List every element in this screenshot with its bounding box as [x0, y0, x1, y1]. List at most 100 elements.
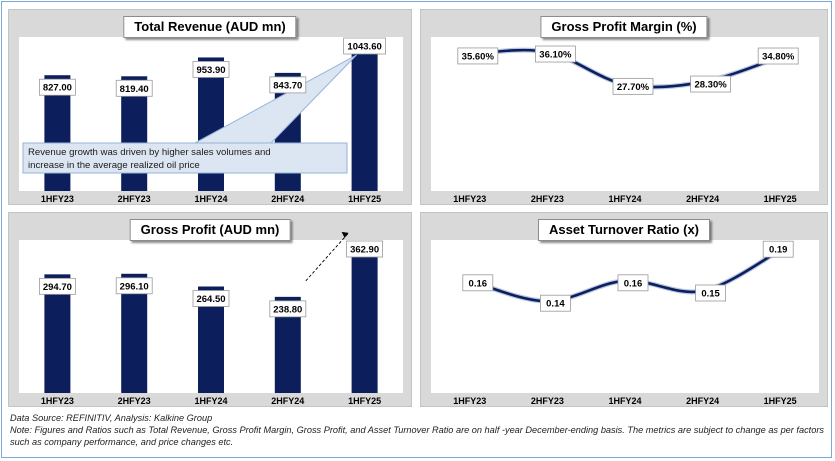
data-label: 0.16	[624, 278, 643, 289]
bar	[351, 44, 378, 192]
data-label: 1043.60	[347, 42, 381, 53]
data-label: 362.90	[350, 245, 379, 256]
x-tick-label: 1HFY24	[608, 396, 641, 406]
data-label: 264.50	[196, 294, 225, 305]
x-tick-label: 2HFY24	[686, 194, 719, 204]
data-label: 0.14	[546, 299, 565, 310]
gross-profit-plot: 1HFY23 2HFY23 1HFY24 2HFY24 1HFY25 294.70 296.…	[19, 231, 403, 406]
data-label-box	[38, 78, 76, 96]
data-label-box	[192, 61, 230, 78]
data-label: 28.30%	[694, 80, 727, 91]
x-tick-label: 2HFY23	[118, 194, 151, 204]
x-tick-label: 1HFY24	[194, 194, 227, 204]
data-label-group: 36.10%	[535, 45, 576, 63]
callout-text-line: Revenue growth was driven by higher sale…	[28, 147, 271, 158]
data-label-box	[612, 77, 654, 95]
data-label-group: 827.00	[38, 78, 76, 96]
data-label-group: 1043.60	[343, 37, 387, 55]
x-tick-label: 1HFY23	[453, 194, 486, 204]
data-label-box	[540, 294, 571, 312]
x-tick-label: 1HFY25	[764, 194, 797, 204]
total-revenue-chart: 1HFY23 2HFY23 1HFY24 2HFY24 1HFY25 Revenue gr…	[8, 9, 412, 205]
data-label-group: 843.70	[269, 76, 307, 94]
data-label: 0.16	[469, 278, 488, 289]
x-tick-label: 1HFY24	[194, 396, 227, 406]
callout-text-line: increase in the average realized oil pri…	[28, 160, 200, 171]
data-label-box	[343, 37, 387, 55]
x-tick-label: 2HFY24	[271, 396, 304, 406]
data-label-group: 953.90	[192, 61, 230, 78]
gross-profit-margin-chart: 1HFY23 2HFY23 1HFY24 2HFY24 1HFY25 35.60% 36.1…	[420, 9, 828, 205]
x-tick-label: 1HFY23	[453, 396, 486, 406]
data-label: 827.00	[43, 83, 72, 94]
x-tick-label: 1HFY25	[348, 194, 381, 204]
data-label-box	[269, 300, 307, 318]
data-label-box	[38, 277, 76, 295]
data-label-box	[115, 79, 153, 97]
data-label: 294.70	[43, 282, 72, 293]
data-label: 27.70%	[617, 82, 650, 93]
callout-box	[22, 142, 348, 174]
x-tick-label: 1HFY23	[41, 194, 74, 204]
footer: Data Source: REFINITIV, Analysis: Kalkin…	[10, 412, 825, 448]
data-label-group: 0.15	[695, 284, 727, 302]
data-label-box	[115, 277, 153, 295]
data-label-group: 28.30%	[690, 75, 732, 93]
callout-text: Revenue growth was driven by higher sale…	[28, 147, 271, 171]
data-label-box	[535, 45, 576, 63]
data-label-group: 264.50	[192, 290, 230, 307]
total-revenue-title: Total Revenue (AUD mn)	[123, 16, 297, 38]
data-label: 238.80	[273, 304, 302, 315]
data-label: 36.10%	[539, 50, 572, 61]
gross-profit-margin-title: Gross Profit Margin (%)	[540, 16, 708, 38]
x-tick-label: 2HFY23	[531, 194, 564, 204]
data-label: 0.19	[769, 245, 788, 256]
data-label-group: 35.60%	[457, 47, 499, 65]
data-label-group: 0.16	[462, 274, 494, 292]
gross-profit-title: Gross Profit (AUD mn)	[129, 219, 291, 241]
data-label-group: 362.90	[346, 240, 384, 258]
data-label-group: 34.80%	[757, 47, 799, 65]
gross-profit-margin-plot: 1HFY23 2HFY23 1HFY24 2HFY24 1HFY25 35.60% 36.1…	[431, 37, 819, 204]
trend-arrow	[305, 232, 349, 282]
data-label: 296.10	[120, 281, 149, 292]
data-label-box	[617, 274, 649, 292]
data-label-group: 0.14	[540, 294, 571, 312]
data-label: 819.40	[120, 84, 149, 95]
data-label-group: 238.80	[269, 300, 307, 318]
data-label-box	[346, 240, 384, 258]
gross-profit-chart: 1HFY23 2HFY23 1HFY24 2HFY24 1HFY25 294.70 296.…	[8, 212, 412, 407]
data-label-box	[762, 240, 794, 258]
x-tick-label: 2HFY23	[531, 396, 564, 406]
x-tick-label: 2HFY24	[686, 396, 719, 406]
x-tick-label: 1HFY25	[348, 396, 381, 406]
data-label-box	[690, 75, 732, 93]
data-label: 35.60%	[462, 51, 495, 62]
data-label-group: 819.40	[115, 79, 153, 97]
data-label-box	[462, 274, 494, 292]
data-label-box	[457, 47, 499, 65]
x-tick-label: 1HFY25	[764, 396, 797, 406]
data-label-group: 294.70	[38, 277, 76, 295]
data-label: 953.90	[196, 65, 225, 76]
data-label-group: 296.10	[115, 277, 153, 295]
data-label: 843.70	[273, 80, 302, 91]
x-tick-label: 2HFY23	[118, 396, 151, 406]
total-revenue-plot: 1HFY23 2HFY23 1HFY24 2HFY24 1HFY25 Revenue gr…	[19, 37, 403, 204]
data-label-box	[269, 76, 307, 94]
data-label-box	[192, 290, 230, 307]
asset-turnover-plot: 1HFY23 2HFY23 1HFY24 2HFY24 1HFY25 0.16 0.14 0.…	[431, 240, 819, 406]
asset-turnover-title: Asset Turnover Ratio (x)	[537, 219, 711, 241]
data-label: 34.80%	[762, 52, 795, 63]
bar	[351, 246, 378, 393]
data-label-group: 0.19	[762, 240, 794, 258]
footnote-text: Note: Figures and Ratios such as Total R…	[10, 425, 824, 447]
data-label-box	[757, 47, 799, 65]
asset-turnover-chart: 1HFY23 2HFY23 1HFY24 2HFY24 1HFY25 0.16 0.14 0.…	[420, 212, 828, 407]
data-label-group: 27.70%	[612, 77, 654, 95]
trend-arrow-head	[341, 231, 349, 238]
data-label: 0.15	[701, 289, 720, 300]
data-source-text: Data Source: REFINITIV, Analysis: Kalkin…	[10, 413, 213, 423]
data-label-box	[695, 284, 727, 302]
